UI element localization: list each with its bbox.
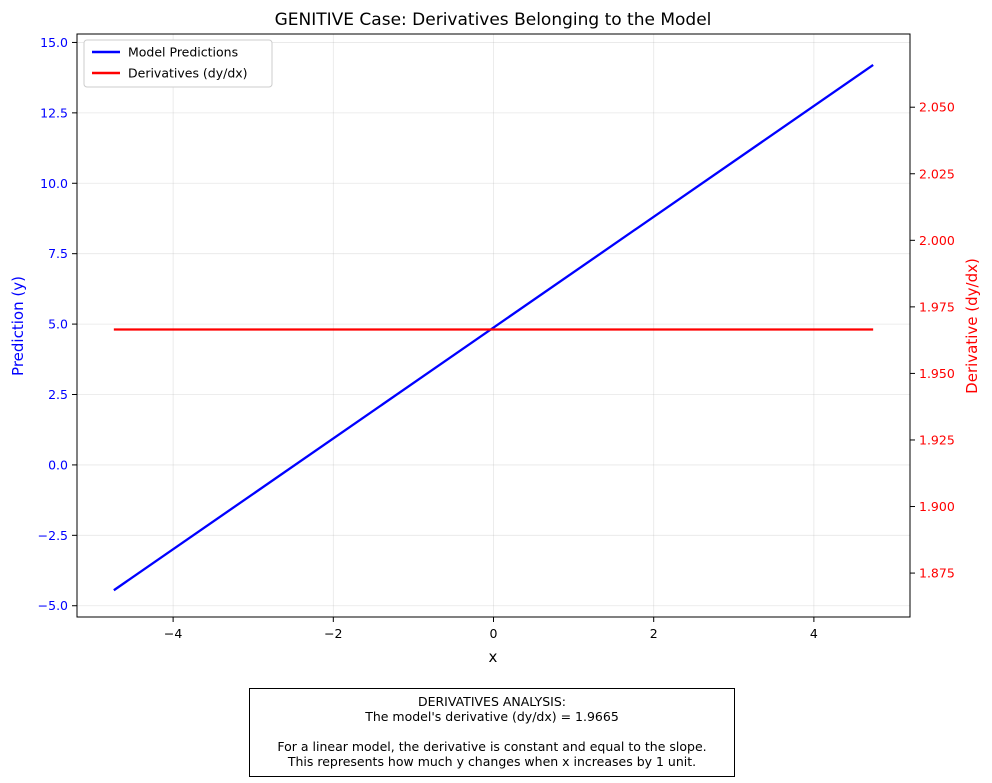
- y-right-tick-label: 1.875: [919, 566, 955, 581]
- y-left-tick-label: 15.0: [40, 35, 68, 50]
- y-left-tick-label: 12.5: [40, 105, 68, 120]
- chart-title: GENITIVE Case: Derivatives Belonging to …: [275, 10, 712, 30]
- y-right-tick-label: 2.025: [919, 166, 955, 181]
- x-tick-label: 4: [810, 626, 818, 641]
- y-left-tick-label: 0.0: [48, 457, 68, 472]
- y-left-tick-label: 10.0: [40, 176, 68, 191]
- y-axis-right-label: Derivative (dy/dx): [963, 258, 981, 394]
- y-right-tick-label: 1.900: [919, 499, 955, 514]
- y-left-tick-label: 5.0: [48, 317, 68, 332]
- y-axis-right: 1.875 1.900 1.925 1.950 1.975 2.000 2.025 2.050: [910, 100, 955, 581]
- annotation-derivative-value: The model's derivative (dy/dx) = 1.9665: [365, 709, 619, 724]
- series-line-predictions: [113, 64, 874, 592]
- y-right-tick-label: 2.000: [919, 233, 955, 248]
- y-right-tick-label: 2.050: [919, 100, 955, 115]
- annotation-heading: DERIVATIVES ANALYSIS:: [417, 694, 567, 709]
- x-tick-label: −2: [324, 626, 342, 641]
- y-right-tick-label: 1.925: [919, 432, 955, 447]
- x-tick-label: 2: [650, 626, 658, 641]
- analysis-annotation: DERIVATIVES ANALYSIS: The model's deriva…: [249, 688, 735, 777]
- series-lines: [113, 64, 874, 592]
- legend: Model Predictions Derivatives (dy/dx): [83, 39, 273, 88]
- annotation-explanation: For a linear model, the derivative is co…: [277, 739, 707, 754]
- y-right-tick-label: 1.950: [919, 366, 955, 381]
- legend-label-derivatives: Derivatives (dy/dx): [128, 66, 248, 81]
- legend-box: [83, 39, 273, 88]
- x-tick-label: 0: [490, 626, 498, 641]
- y-left-tick-label: 7.5: [48, 246, 68, 261]
- y-left-tick-label: −5.0: [38, 598, 68, 613]
- annotation-interpretation: This represents how much y changes when …: [287, 754, 697, 769]
- x-axis: −4 −2 0 2 4: [164, 617, 818, 641]
- grid: [77, 34, 910, 617]
- legend-label-predictions: Model Predictions: [128, 45, 238, 60]
- y-left-tick-label: −2.5: [38, 528, 68, 543]
- x-tick-label: −4: [164, 626, 182, 641]
- x-axis-label: x: [489, 648, 498, 666]
- y-left-tick-label: 2.5: [48, 387, 68, 402]
- y-axis-left: −5.0 −2.5 0.0 2.5 5.0 7.5 10.0 12.5 15.0: [38, 35, 77, 613]
- y-right-tick-label: 1.975: [919, 299, 955, 314]
- y-axis-left-label: Prediction (y): [9, 276, 27, 376]
